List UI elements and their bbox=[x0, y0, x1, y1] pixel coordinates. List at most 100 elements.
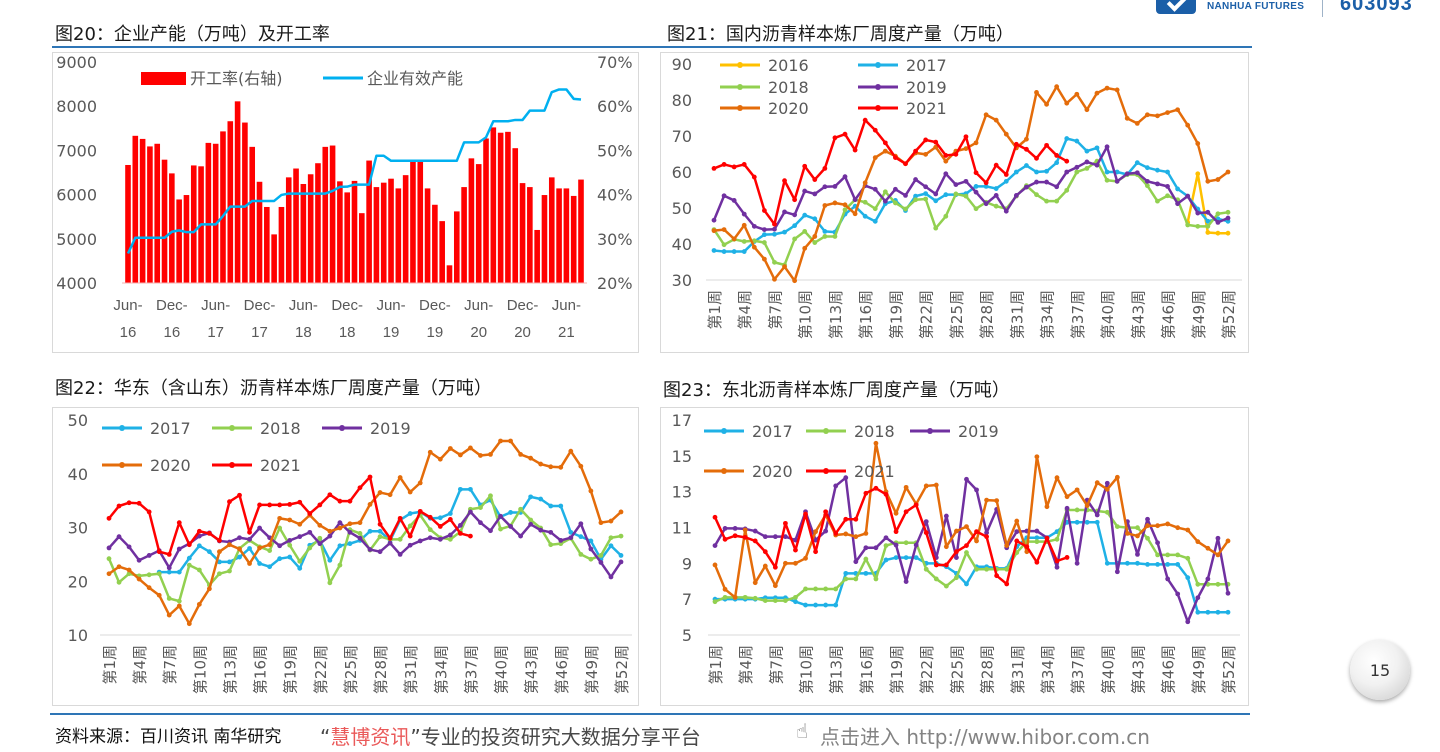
point-2018 bbox=[923, 566, 929, 572]
point-2021 bbox=[862, 117, 868, 123]
y-tick-label: 10 bbox=[68, 626, 88, 645]
point-2019 bbox=[802, 188, 808, 194]
point-2020 bbox=[862, 180, 868, 186]
point-2017 bbox=[206, 549, 212, 555]
point-2021 bbox=[793, 547, 798, 553]
point-2021 bbox=[974, 529, 979, 535]
y-tick-label: 5 bbox=[682, 626, 692, 645]
point-2020 bbox=[1114, 474, 1120, 480]
point-2018 bbox=[618, 533, 624, 539]
point-2021 bbox=[852, 147, 858, 153]
point-2018 bbox=[752, 595, 758, 601]
point-2019 bbox=[106, 545, 112, 551]
bar-utilization bbox=[329, 145, 336, 283]
x-tick-label: 第28周 bbox=[978, 290, 996, 339]
x-tick-label: 第40周 bbox=[1099, 645, 1117, 694]
x-tick-label: 第1周 bbox=[706, 290, 724, 330]
point-2019 bbox=[287, 538, 293, 543]
point-2020 bbox=[327, 528, 333, 534]
bar-utilization bbox=[315, 163, 321, 283]
watermark-link[interactable]: 点击进入 http://www.hibor.com.cn bbox=[820, 721, 1150, 750]
point-2019 bbox=[357, 535, 363, 541]
bar-utilization bbox=[439, 221, 445, 283]
point-2018 bbox=[1165, 552, 1171, 558]
bar-utilization bbox=[563, 188, 570, 283]
point-2020 bbox=[387, 492, 393, 498]
point-2017 bbox=[943, 192, 949, 198]
point-2019 bbox=[1195, 595, 1201, 601]
point-2018 bbox=[176, 598, 182, 604]
point-2021 bbox=[843, 516, 849, 522]
point-2020 bbox=[447, 446, 453, 451]
point-2020 bbox=[893, 510, 899, 516]
point-2021 bbox=[1014, 538, 1020, 544]
bar-utilization bbox=[264, 206, 270, 283]
point-2021 bbox=[347, 498, 353, 504]
x-tick-label: 第49周 bbox=[1190, 645, 1208, 694]
point-2020 bbox=[721, 227, 727, 233]
point-2020 bbox=[528, 455, 534, 461]
point-2019 bbox=[1114, 569, 1120, 575]
point-2017 bbox=[1003, 178, 1009, 184]
bar-utilization bbox=[497, 132, 504, 283]
point-2021 bbox=[742, 534, 748, 540]
bar-utilization bbox=[205, 142, 212, 283]
point-2018 bbox=[166, 596, 172, 601]
point-2019 bbox=[1094, 512, 1100, 518]
point-2021 bbox=[1034, 155, 1039, 161]
point-2017 bbox=[508, 510, 513, 515]
x-tick-label: 第52周 bbox=[1220, 290, 1238, 339]
point-2020 bbox=[417, 480, 423, 486]
point-2020 bbox=[287, 517, 293, 523]
point-2021 bbox=[176, 520, 182, 526]
point-2021 bbox=[1044, 535, 1050, 541]
point-2021 bbox=[822, 166, 828, 171]
line-series-2018 bbox=[714, 508, 1228, 603]
point-2017 bbox=[297, 565, 303, 571]
point-2019 bbox=[518, 533, 524, 539]
point-2019 bbox=[1064, 505, 1070, 511]
point-2020 bbox=[146, 585, 152, 591]
y-tick-label: 40 bbox=[68, 465, 88, 484]
point-2018 bbox=[964, 550, 969, 555]
point-2018 bbox=[783, 598, 788, 603]
point-2018 bbox=[106, 556, 112, 562]
x-tick-label: 第40周 bbox=[493, 645, 511, 694]
point-2019 bbox=[488, 528, 493, 534]
x-tick-label: 第43周 bbox=[1129, 645, 1147, 694]
point-2017 bbox=[923, 191, 929, 197]
point-2021 bbox=[227, 499, 232, 505]
point-2019 bbox=[1134, 170, 1140, 176]
point-2021 bbox=[457, 531, 463, 536]
point-2018 bbox=[1215, 211, 1221, 217]
bar-utilization bbox=[271, 234, 277, 283]
point-2019 bbox=[257, 525, 262, 531]
point-2019 bbox=[933, 191, 939, 197]
point-2020 bbox=[196, 601, 202, 607]
point-2017 bbox=[964, 581, 969, 587]
point-2017 bbox=[1084, 519, 1090, 525]
x-tick-label: 第13周 bbox=[827, 290, 845, 339]
point-2021 bbox=[1003, 172, 1009, 177]
legend-marker-2018 bbox=[823, 428, 829, 434]
point-2020 bbox=[397, 475, 403, 480]
point-2019 bbox=[762, 534, 768, 540]
bar-utilization bbox=[373, 187, 380, 283]
point-2020 bbox=[964, 524, 969, 530]
x-tick-label: 第16周 bbox=[858, 645, 876, 694]
point-2019 bbox=[761, 227, 767, 233]
point-2019 bbox=[1094, 162, 1100, 168]
x-tick-label: 第46周 bbox=[553, 645, 571, 694]
point-2021 bbox=[156, 549, 162, 555]
point-2020 bbox=[1215, 552, 1221, 558]
point-2021 bbox=[933, 562, 939, 568]
point-2019 bbox=[983, 201, 989, 207]
point-2018 bbox=[1205, 223, 1211, 229]
point-2017 bbox=[741, 249, 747, 254]
y-tick-label: 30 bbox=[68, 519, 88, 538]
bar-utilization bbox=[483, 138, 489, 283]
point-2021 bbox=[317, 502, 323, 508]
point-2021 bbox=[751, 174, 757, 180]
point-2018 bbox=[1054, 536, 1060, 542]
point-2020 bbox=[712, 562, 718, 568]
